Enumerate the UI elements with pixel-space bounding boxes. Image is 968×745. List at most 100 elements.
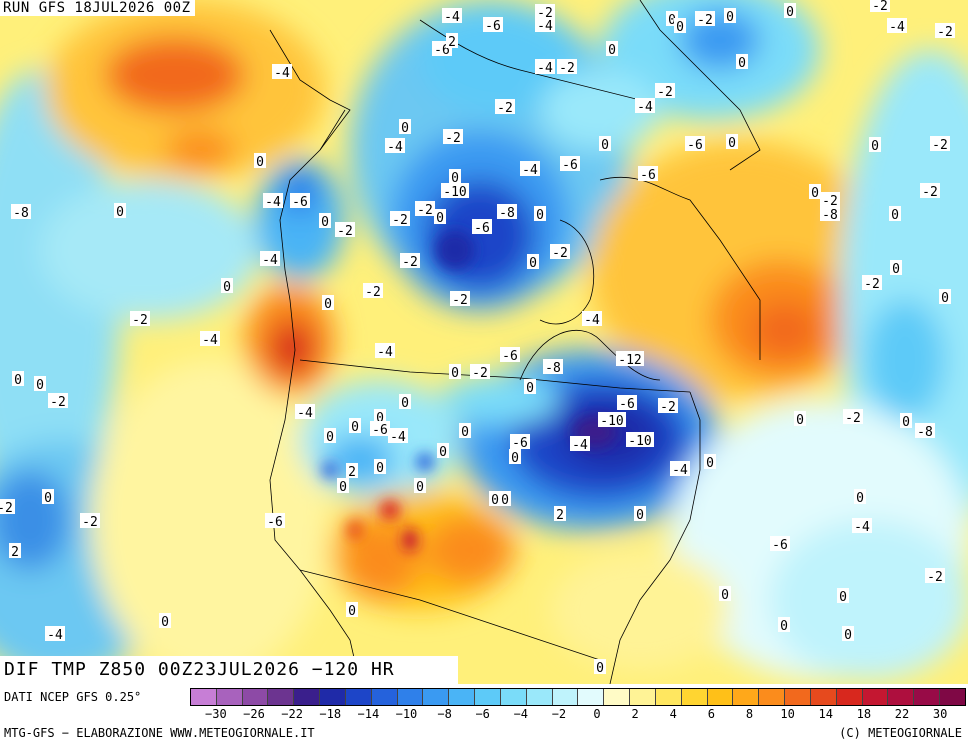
color-scale-tick-label: 10 xyxy=(780,707,795,721)
contour-label-bg xyxy=(499,491,511,506)
contour-label: -6 xyxy=(772,538,788,553)
contour-label-bg xyxy=(543,359,563,374)
contour-label: 0 xyxy=(536,208,544,223)
contour-label-bg xyxy=(869,137,881,152)
contour-label-bg xyxy=(887,18,907,33)
coastlines xyxy=(269,0,761,684)
contour-label-bg xyxy=(472,219,492,234)
color-scale-tick-label: 8 xyxy=(745,707,754,721)
contour-label: -8 xyxy=(13,206,29,221)
color-swatch xyxy=(862,689,889,705)
color-swatch xyxy=(216,689,243,705)
contour-label-bg xyxy=(535,59,555,74)
contour-label-bg xyxy=(616,351,644,366)
color-swatch xyxy=(810,689,837,705)
contour-label-bg xyxy=(784,3,796,18)
contour-label-bg xyxy=(324,428,336,443)
contour-label: 0 xyxy=(902,415,910,430)
contour-label-bg xyxy=(524,379,536,394)
contour-label-bg xyxy=(770,536,790,551)
contour-label: 0 xyxy=(326,430,334,445)
color-swatch xyxy=(242,689,269,705)
contour-label: -6 xyxy=(267,515,283,530)
color-scale-tick-label: −6 xyxy=(475,707,490,721)
contour-label-bg xyxy=(346,602,358,617)
contour-label-bg xyxy=(837,588,849,603)
contour-label: -4 xyxy=(672,463,688,478)
contour-label: -2 xyxy=(845,411,861,426)
contour-label: -2 xyxy=(822,194,838,209)
contour-label: 0 xyxy=(786,5,794,20)
contour-label: 0 xyxy=(636,508,644,523)
contour-label: 0 xyxy=(601,138,609,153)
contour-label: 0 xyxy=(596,661,604,676)
contour-label: -2 xyxy=(132,313,148,328)
contour-label-bg xyxy=(159,613,171,628)
contour-label: -6 xyxy=(562,158,578,173)
contour-label-bg xyxy=(374,459,386,474)
contour-label: -8 xyxy=(917,425,933,440)
contour-label-bg xyxy=(658,398,678,413)
color-swatch xyxy=(268,689,295,705)
contour-label-bg xyxy=(925,568,945,583)
contour-label: -8 xyxy=(822,208,838,223)
contour-label-bg xyxy=(509,449,521,464)
contour-label: 0 xyxy=(416,480,424,495)
contour-label-bg xyxy=(470,364,490,379)
contour-label-bg xyxy=(606,41,618,56)
contour-label-bg xyxy=(221,278,233,293)
contour-label-bg xyxy=(939,289,951,304)
color-swatch xyxy=(759,689,786,705)
contour-label: 0 xyxy=(461,425,469,440)
contour-label-bg xyxy=(374,409,386,424)
contour-label: 0 xyxy=(36,378,44,393)
contour-label-bg xyxy=(890,260,902,275)
contour-label-bg xyxy=(489,491,501,506)
contour-label: -6 xyxy=(687,138,703,153)
contour-label-bg xyxy=(842,626,854,641)
contour-label: -2 xyxy=(497,101,513,116)
contour-label-bg xyxy=(390,211,410,226)
contour-label-bg xyxy=(45,626,65,641)
contour-label: -2 xyxy=(937,25,953,40)
contour-label: 0 xyxy=(780,619,788,634)
color-swatch xyxy=(785,689,811,705)
contour-label: 0 xyxy=(721,588,729,603)
credit-left: MTG-GFS − ELABORAZIONE WWW.METEOGIORNALE… xyxy=(4,726,315,740)
contour-label-bg xyxy=(626,432,654,447)
contour-label-bg xyxy=(527,254,539,269)
contour-label: -4 xyxy=(387,140,403,155)
contour-label-bg xyxy=(295,404,315,419)
contour-label: 0 xyxy=(321,215,329,230)
contour-label: -4 xyxy=(537,61,553,76)
contour-label-bg xyxy=(655,83,675,98)
color-scale-tick-label: −2 xyxy=(551,707,567,721)
chart-title: DIF TMP Z850 00Z23JUL2026 −120 HR xyxy=(0,656,458,684)
contour-label-bg xyxy=(820,206,840,221)
contour-label-bg xyxy=(437,443,449,458)
contour-label: -4 xyxy=(444,10,460,25)
contour-label-bg xyxy=(920,183,940,198)
color-swatch xyxy=(888,689,915,705)
contour-label: -4 xyxy=(274,66,290,81)
contour-label: -6 xyxy=(640,168,656,183)
contour-label-bg xyxy=(349,418,361,433)
contour-label: 0 xyxy=(891,208,899,223)
contour-label-bg xyxy=(414,478,426,493)
color-swatch xyxy=(294,689,321,705)
anomaly-field xyxy=(0,0,968,680)
contour-label-bg xyxy=(726,134,738,149)
contour-label: 0 xyxy=(501,493,509,508)
color-swatch xyxy=(604,689,631,705)
contour-label: -2 xyxy=(552,246,568,261)
credit-right: (C) METEOGIORNALE xyxy=(839,726,962,740)
color-scale-tick-label: −18 xyxy=(319,707,342,721)
contour-label-bg xyxy=(459,423,471,438)
contour-label-bg xyxy=(449,364,461,379)
contour-label-bg xyxy=(510,434,530,449)
contour-label: 0 xyxy=(941,291,949,306)
contour-label-bg xyxy=(862,275,882,290)
contour-label: 0 xyxy=(491,493,499,508)
contour-label-bg xyxy=(843,409,863,424)
contour-label: -4 xyxy=(297,406,313,421)
